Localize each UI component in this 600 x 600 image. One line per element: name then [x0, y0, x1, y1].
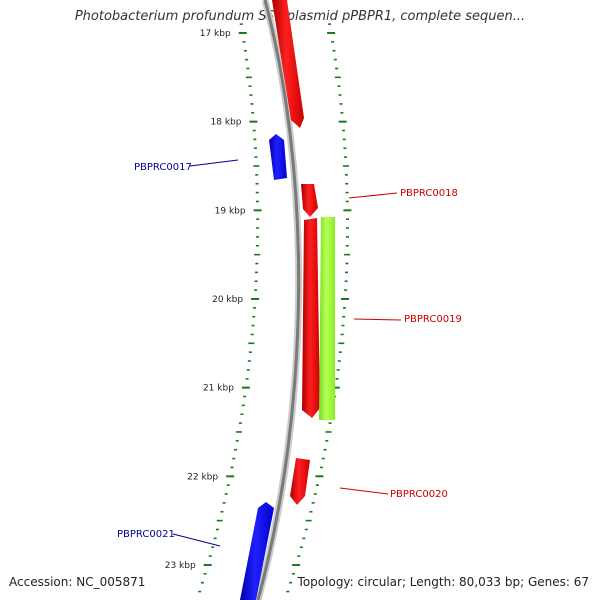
gene-arrow-pbprc0019[interactable]: [302, 218, 320, 418]
gene-arrow-pbprc0020[interactable]: [290, 458, 310, 505]
callout-line-pbprc0019: [353, 318, 402, 321]
scale-tick-label: 23 kbp: [165, 561, 196, 571]
feature-bar-green[interactable]: [319, 217, 335, 420]
scale-tick-label: 19 kbp: [215, 206, 246, 216]
backbone: [256, 0, 301, 600]
gene-label-pbprc0020: PBPRC0020: [390, 489, 448, 500]
gene-arrow-unlabeled-top[interactable]: [272, 0, 304, 128]
accession-text: Accession: NC_005871: [9, 575, 146, 589]
callout-line-pbprc0021: [172, 533, 221, 547]
gene-label-pbprc0021: PBPRC0021: [117, 529, 175, 540]
callout-line-pbprc0020: [339, 487, 389, 495]
map-title: Photobacterium profundum SS9 plasmid pPB…: [74, 9, 526, 24]
scale-tick-label: 18 kbp: [211, 118, 242, 128]
gene-arrow-pbprc0018[interactable]: [301, 184, 318, 217]
gene-label-pbprc0019: PBPRC0019: [404, 314, 462, 325]
gene-arrow-pbprc0021[interactable]: [240, 502, 274, 600]
gene-arrow-pbprc0017[interactable]: [269, 134, 287, 180]
scale-tick-label: 21 kbp: [203, 384, 234, 394]
summary-text: Topology: circular; Length: 80,033 bp; G…: [297, 575, 589, 589]
callout-line-pbprc0018: [348, 192, 398, 199]
gene-label-pbprc0017: PBPRC0017: [134, 162, 192, 173]
scale-tick-label: 20 kbp: [212, 295, 243, 305]
scale-tick-label: 17 kbp: [200, 29, 231, 39]
gene-label-pbprc0018: PBPRC0018: [400, 188, 458, 199]
callout-line-pbprc0017: [189, 159, 239, 167]
scale-tick-label: 22 kbp: [187, 472, 218, 482]
